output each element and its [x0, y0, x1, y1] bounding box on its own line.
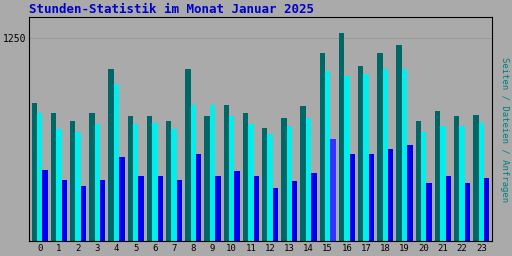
- Bar: [243, 113, 248, 241]
- Bar: [330, 139, 336, 241]
- Bar: [484, 178, 489, 241]
- Bar: [407, 145, 413, 241]
- Bar: [133, 124, 138, 241]
- Bar: [454, 116, 459, 241]
- Bar: [147, 116, 152, 241]
- Bar: [253, 176, 259, 241]
- Bar: [119, 157, 124, 241]
- Bar: [440, 126, 445, 241]
- Bar: [204, 116, 210, 241]
- Bar: [100, 180, 105, 241]
- Bar: [364, 74, 369, 241]
- Y-axis label: Seiten / Dateien / Anfragen: Seiten / Dateien / Anfragen: [500, 57, 509, 202]
- Bar: [190, 105, 196, 241]
- Bar: [51, 113, 56, 241]
- Bar: [435, 111, 440, 241]
- Bar: [95, 124, 100, 241]
- Bar: [56, 129, 61, 241]
- Bar: [152, 123, 158, 241]
- Bar: [42, 170, 48, 241]
- Bar: [166, 121, 172, 241]
- Bar: [210, 105, 215, 241]
- Bar: [248, 124, 253, 241]
- Bar: [267, 134, 273, 241]
- Bar: [37, 113, 42, 241]
- Bar: [273, 188, 278, 241]
- Bar: [114, 84, 119, 241]
- Bar: [369, 154, 374, 241]
- Bar: [339, 33, 344, 241]
- Bar: [319, 53, 325, 241]
- Bar: [402, 69, 407, 241]
- Bar: [344, 76, 350, 241]
- Bar: [306, 118, 311, 241]
- Bar: [388, 149, 393, 241]
- Bar: [234, 172, 240, 241]
- Bar: [32, 103, 37, 241]
- Bar: [301, 106, 306, 241]
- Bar: [215, 176, 221, 241]
- Bar: [158, 176, 163, 241]
- Bar: [224, 105, 229, 241]
- Bar: [416, 121, 421, 241]
- Bar: [292, 181, 297, 241]
- Bar: [185, 69, 190, 241]
- Bar: [61, 180, 67, 241]
- Bar: [358, 66, 364, 241]
- Bar: [350, 154, 355, 241]
- Bar: [377, 53, 382, 241]
- Bar: [445, 176, 451, 241]
- Bar: [177, 180, 182, 241]
- Bar: [311, 173, 316, 241]
- Bar: [426, 183, 432, 241]
- Bar: [465, 183, 470, 241]
- Bar: [325, 71, 330, 241]
- Bar: [459, 126, 465, 241]
- Bar: [70, 121, 75, 241]
- Bar: [287, 126, 292, 241]
- Bar: [229, 116, 234, 241]
- Bar: [421, 132, 426, 241]
- Bar: [109, 69, 114, 241]
- Bar: [81, 186, 86, 241]
- Bar: [127, 116, 133, 241]
- Bar: [396, 45, 402, 241]
- Bar: [138, 176, 144, 241]
- Bar: [473, 114, 479, 241]
- Bar: [382, 69, 388, 241]
- Bar: [196, 154, 201, 241]
- Bar: [479, 123, 484, 241]
- Bar: [75, 132, 81, 241]
- Bar: [281, 118, 287, 241]
- Bar: [89, 113, 95, 241]
- Text: Stunden-Statistik im Monat Januar 2025: Stunden-Statistik im Monat Januar 2025: [29, 3, 314, 16]
- Bar: [262, 127, 267, 241]
- Bar: [172, 129, 177, 241]
